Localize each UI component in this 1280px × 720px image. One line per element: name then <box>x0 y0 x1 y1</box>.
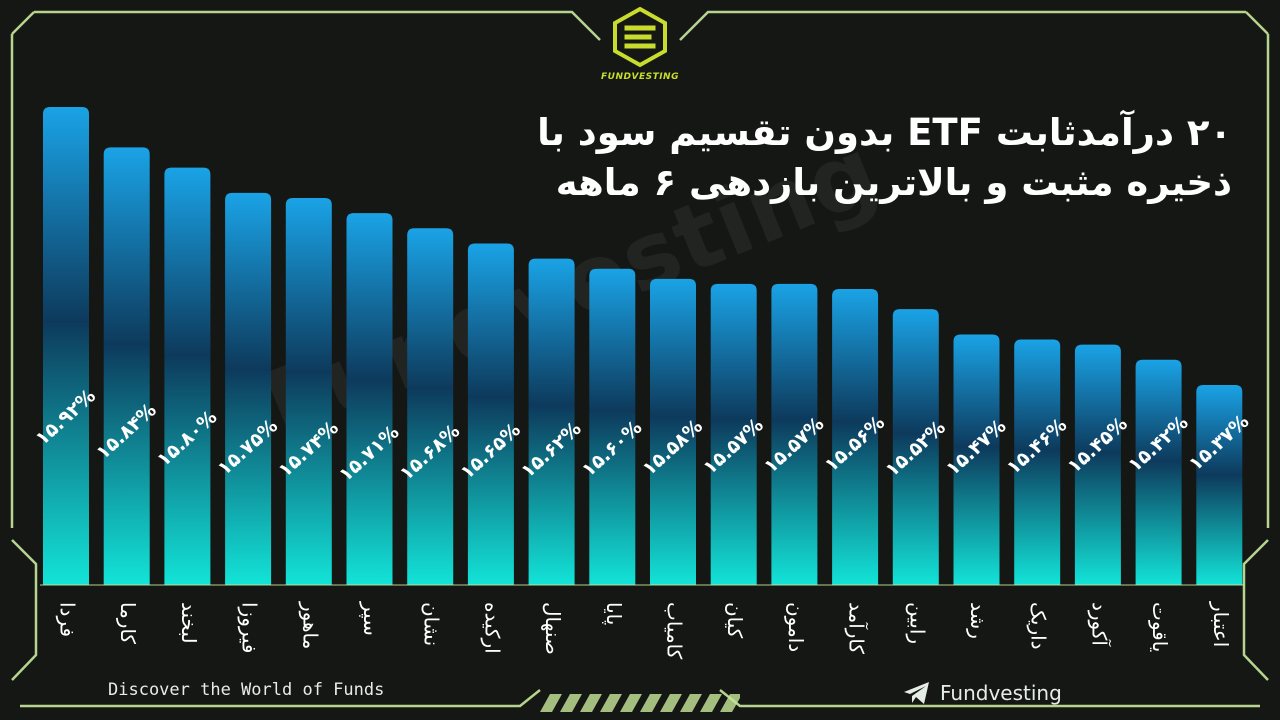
bar-category-label: فیروزا <box>238 602 262 654</box>
bar-category-label: دامون <box>784 602 808 652</box>
footer-tagline: Discover the World of Funds <box>108 680 385 700</box>
bar-category-label: اعتبار <box>1209 601 1233 647</box>
brand-logo: FUNDVESTING <box>596 6 684 82</box>
bar-category-label: کارآمد <box>845 602 870 655</box>
bar <box>1014 339 1061 585</box>
bar <box>953 334 1000 585</box>
bar <box>1135 359 1182 585</box>
fundvesting-logo-icon <box>613 6 667 68</box>
bar-category-label: آکورد <box>1087 602 1112 647</box>
bar <box>528 258 575 585</box>
bar-category-label: پایا <box>601 602 626 625</box>
footer-brand-name: Fundvesting <box>940 681 1062 705</box>
bar <box>650 278 696 585</box>
bar-category-label: ماهور <box>298 601 322 649</box>
bar <box>164 167 211 585</box>
bar <box>710 283 757 585</box>
bar-category-label: کارما <box>116 602 140 645</box>
telegram-icon <box>904 682 929 704</box>
title-line-2: ذخیره مثبت و بالاترین بازدهی ۶ ماهه <box>555 161 1232 204</box>
bar-category-label: رابین <box>905 602 929 644</box>
bar-category-label: یاقوت <box>1148 602 1172 652</box>
bar <box>892 309 939 585</box>
bar-category-label: لبخند <box>177 602 201 644</box>
bar <box>1196 385 1243 585</box>
bar-category-label: کامیاب <box>663 602 687 660</box>
footer-brand: Fundvesting <box>902 680 1062 706</box>
bar-category-label: صنهال <box>541 602 565 655</box>
bar <box>771 283 818 585</box>
footer-stripes <box>540 694 740 712</box>
bar-category-label: رشد <box>966 602 990 639</box>
bar-category-label: داریک <box>1027 602 1051 650</box>
bar <box>225 192 272 585</box>
bar-category-label: نشان <box>420 602 444 646</box>
bar <box>103 147 150 585</box>
bar <box>346 213 393 586</box>
title-line-1: ۲۰ درآمدثابت ETF بدون تقسیم سود با <box>537 111 1232 154</box>
bar <box>589 268 636 585</box>
bar <box>467 243 514 586</box>
bar <box>43 107 89 585</box>
bar <box>285 197 332 585</box>
bar <box>407 228 454 586</box>
bar-category-label: کیان <box>723 602 747 639</box>
chart-title: ۲۰ درآمدثابت ETF بدون تقسیم سود با ذخیره… <box>472 108 1232 208</box>
bar <box>832 288 879 585</box>
bar-category-label: فردا <box>56 602 80 637</box>
bar-category-label: سپر <box>358 601 383 636</box>
bar <box>1074 344 1121 585</box>
bar-category-label: ارکیده <box>480 602 504 654</box>
logo-text: FUNDVESTING <box>601 72 679 82</box>
